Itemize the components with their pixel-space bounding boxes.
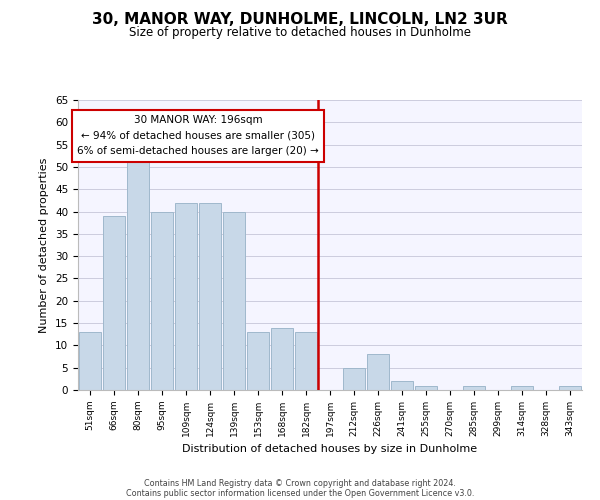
Bar	[415, 386, 437, 390]
Bar	[391, 381, 413, 390]
Bar	[79, 332, 101, 390]
Text: Size of property relative to detached houses in Dunholme: Size of property relative to detached ho…	[129, 26, 471, 39]
Text: 30 MANOR WAY: 196sqm
← 94% of detached houses are smaller (305)
6% of semi-detac: 30 MANOR WAY: 196sqm ← 94% of detached h…	[77, 115, 319, 156]
Bar	[295, 332, 317, 390]
Text: Contains HM Land Registry data © Crown copyright and database right 2024.: Contains HM Land Registry data © Crown c…	[144, 478, 456, 488]
Bar	[103, 216, 125, 390]
Bar	[511, 386, 533, 390]
Bar	[343, 368, 365, 390]
Bar	[271, 328, 293, 390]
Bar	[151, 212, 173, 390]
Text: 30, MANOR WAY, DUNHOLME, LINCOLN, LN2 3UR: 30, MANOR WAY, DUNHOLME, LINCOLN, LN2 3U…	[92, 12, 508, 28]
Y-axis label: Number of detached properties: Number of detached properties	[40, 158, 49, 332]
Bar	[127, 162, 149, 390]
X-axis label: Distribution of detached houses by size in Dunholme: Distribution of detached houses by size …	[182, 444, 478, 454]
Bar	[559, 386, 581, 390]
Text: Contains public sector information licensed under the Open Government Licence v3: Contains public sector information licen…	[126, 488, 474, 498]
Bar	[247, 332, 269, 390]
Bar	[175, 202, 197, 390]
Bar	[223, 212, 245, 390]
Bar	[199, 202, 221, 390]
Bar	[463, 386, 485, 390]
Bar	[367, 354, 389, 390]
